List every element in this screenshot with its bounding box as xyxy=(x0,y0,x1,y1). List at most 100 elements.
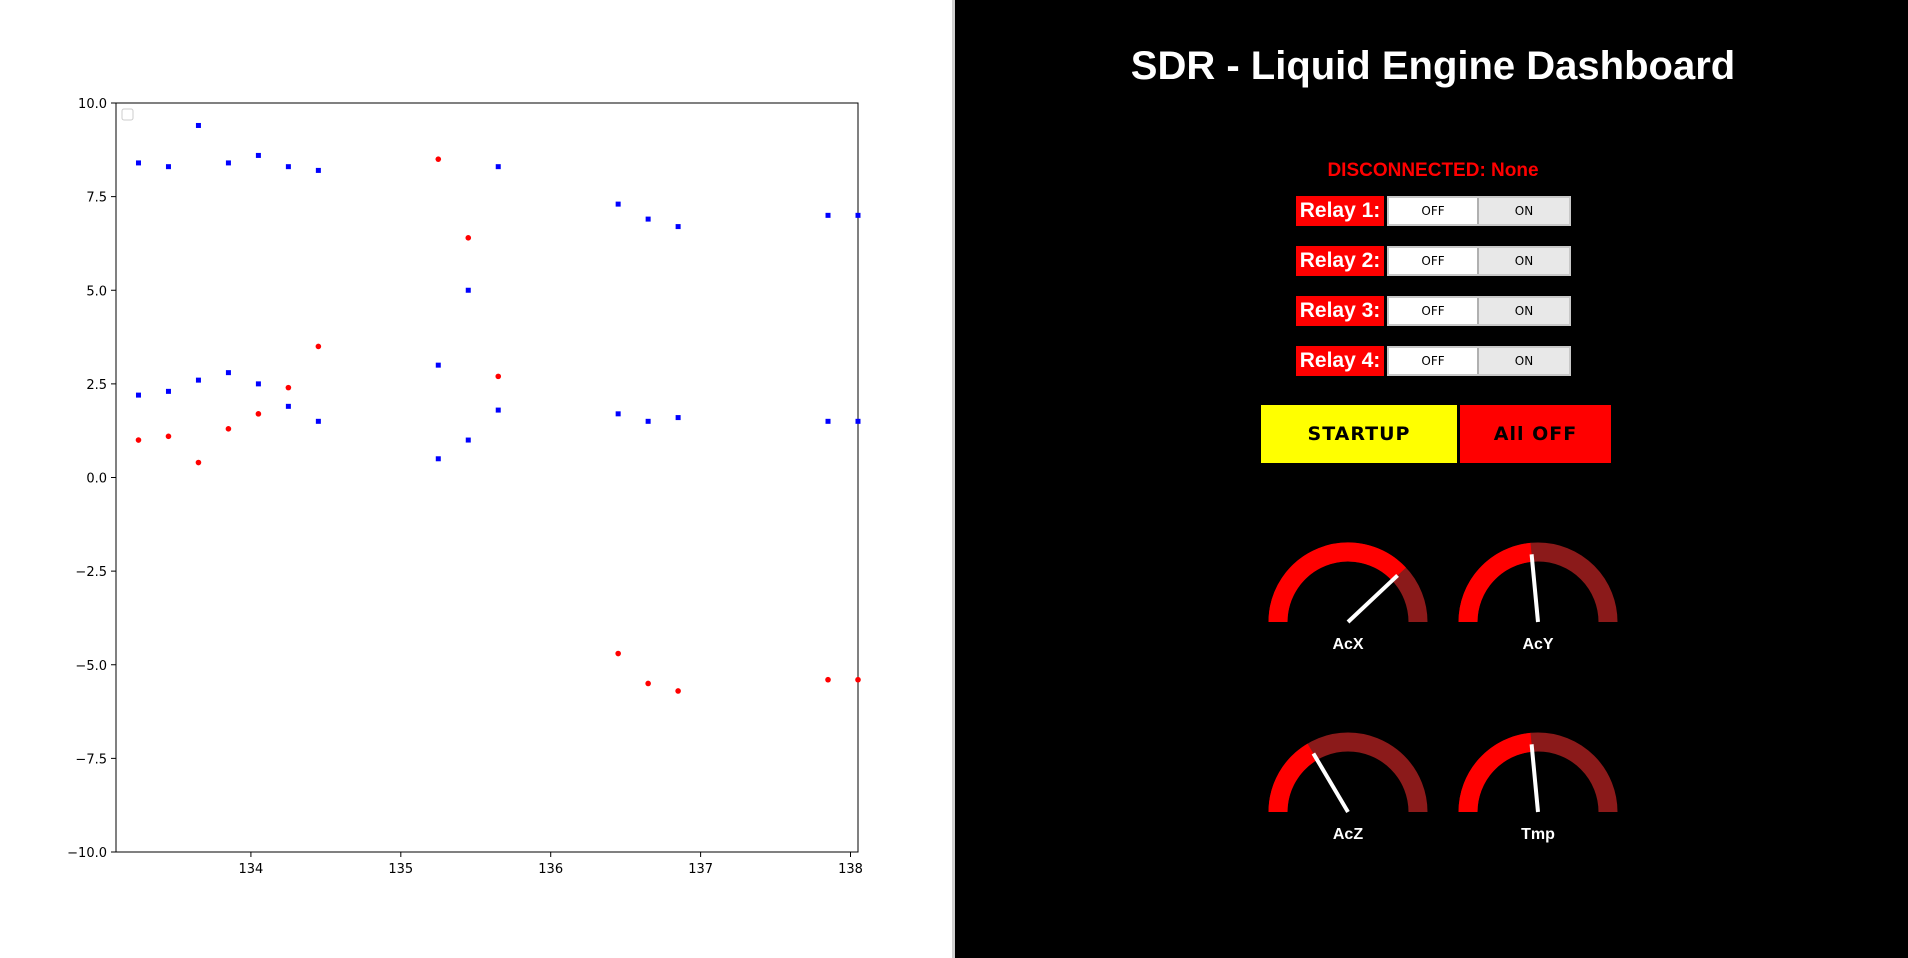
data-point-square xyxy=(135,160,141,166)
data-point-circle xyxy=(315,343,322,350)
x-tick-label: 138 xyxy=(838,862,863,877)
data-point-square xyxy=(195,377,201,383)
gauge-needle xyxy=(1346,573,1399,624)
relay-label: Relay 2: xyxy=(1296,246,1384,276)
data-point-square xyxy=(225,160,231,166)
y-tick-label: −7.5 xyxy=(75,752,107,767)
scatter-plot: 134 135 136 137 138 10.0 7.5 5.0 2.5 0.0 −2.5 −5.0… xyxy=(67,97,863,877)
gauge-needle xyxy=(1529,744,1540,813)
data-point-square xyxy=(315,167,321,173)
y-tick-label: −10.0 xyxy=(67,846,107,861)
data-point-square xyxy=(465,437,471,443)
data-point-circle xyxy=(675,688,681,694)
data-point-square xyxy=(135,392,141,398)
relay-row-3: Relay 3: OFF ON xyxy=(1296,296,1571,326)
y-tick-label: 10.0 xyxy=(78,97,107,112)
gauge-label: AcZ xyxy=(1333,826,1363,843)
gauge-acy: AcY xyxy=(1458,542,1618,653)
gauge-fill xyxy=(1268,743,1318,813)
data-point-square xyxy=(465,287,471,293)
data-point-square xyxy=(495,407,501,413)
data-point-circle xyxy=(645,680,651,687)
y-tick-label: −2.5 xyxy=(75,565,107,580)
y-tick-label: 2.5 xyxy=(86,378,107,393)
plot-area xyxy=(115,102,859,853)
data-point-square xyxy=(615,201,621,207)
y-tick-label: −5.0 xyxy=(75,659,107,674)
relay-on-button[interactable]: ON xyxy=(1479,348,1569,374)
relay-row-2: Relay 2: OFF ON xyxy=(1296,246,1571,276)
data-point-circle xyxy=(195,459,202,466)
y-tick-label: 5.0 xyxy=(86,284,107,299)
relay-label: Relay 3: xyxy=(1296,296,1384,326)
data-point-square xyxy=(255,381,261,387)
data-point-square xyxy=(855,212,861,218)
dashboard-pane: SDR - Liquid Engine Dashboard DISCONNECT… xyxy=(952,0,1908,958)
x-tick-label: 137 xyxy=(688,862,713,877)
relay-off-button[interactable]: OFF xyxy=(1389,198,1479,224)
relay-toggle: OFF ON xyxy=(1387,196,1571,226)
dashboard-title: SDR - Liquid Engine Dashboard xyxy=(1130,44,1736,88)
relay-off-button[interactable]: OFF xyxy=(1389,348,1479,374)
gauge-fill xyxy=(1458,542,1533,623)
relay-on-button[interactable]: ON xyxy=(1479,198,1569,224)
x-tick-label: 135 xyxy=(388,862,413,877)
gauge-label: Tmp xyxy=(1521,826,1555,843)
data-point-square xyxy=(165,388,171,394)
legend-box xyxy=(121,108,134,121)
gauge-label: AcY xyxy=(1522,636,1553,653)
x-axis: 134 135 136 137 138 xyxy=(238,852,863,877)
gauge-needle xyxy=(1311,752,1350,814)
data-point-square xyxy=(825,212,831,218)
data-point-square xyxy=(315,418,321,424)
relay-row-1: Relay 1: OFF ON xyxy=(1296,196,1571,226)
data-point-square xyxy=(495,164,501,170)
data-point-circle xyxy=(135,437,142,443)
data-point-circle xyxy=(285,384,292,391)
data-point-square xyxy=(675,224,681,230)
gauge-label: AcX xyxy=(1332,636,1363,653)
relay-label: Relay 4: xyxy=(1296,346,1384,376)
x-tick-label: 134 xyxy=(238,862,263,877)
y-tick-label: 0.0 xyxy=(86,472,107,487)
data-point-square xyxy=(675,415,681,421)
data-point-square xyxy=(435,362,441,368)
relay-off-button[interactable]: OFF xyxy=(1389,248,1479,274)
startup-button[interactable]: STARTUP xyxy=(1261,405,1457,463)
data-point-square xyxy=(165,164,171,170)
relay-toggle: OFF ON xyxy=(1387,246,1571,276)
data-point-square xyxy=(645,418,651,424)
data-point-circle xyxy=(225,426,232,432)
gauge-tmp: Tmp xyxy=(1458,732,1618,843)
data-point-square xyxy=(435,456,441,462)
data-point-circle xyxy=(465,235,472,241)
y-tick-label: 7.5 xyxy=(86,191,107,206)
gauge-acx: AcX xyxy=(1268,542,1428,653)
relay-on-button[interactable]: ON xyxy=(1479,248,1569,274)
data-point-square xyxy=(225,370,231,376)
data-point-square xyxy=(285,403,291,409)
all-off-button[interactable]: All OFF xyxy=(1460,405,1611,463)
y-axis: 10.0 7.5 5.0 2.5 0.0 −2.5 −5.0 −7.5 −10.0 xyxy=(67,97,116,861)
data-point-square xyxy=(645,216,651,222)
data-point-circle xyxy=(615,650,621,657)
relay-toggle: OFF ON xyxy=(1387,296,1571,326)
data-point-circle xyxy=(855,676,861,683)
gauges-panel: AcX AcY AcZ Tmp xyxy=(1268,542,1618,843)
data-point-square xyxy=(855,418,861,424)
relay-off-button[interactable]: OFF xyxy=(1389,298,1479,324)
data-point-circle xyxy=(825,676,831,683)
gauge-acz: AcZ xyxy=(1268,732,1428,843)
data-point-square xyxy=(195,122,201,128)
plot-pane: 134 135 136 137 138 10.0 7.5 5.0 2.5 0.0 −2.5 −5.0… xyxy=(0,0,952,958)
data-point-circle xyxy=(255,411,262,417)
relay-on-button[interactable]: ON xyxy=(1479,298,1569,324)
x-tick-label: 136 xyxy=(538,862,563,877)
data-point-square xyxy=(255,152,261,158)
data-point-square xyxy=(615,411,621,417)
data-point-circle xyxy=(495,373,502,380)
connection-status: DISCONNECTED: None xyxy=(1327,160,1539,181)
data-point-square xyxy=(285,164,291,170)
data-point-circle xyxy=(165,433,172,440)
data-point-square xyxy=(825,418,831,424)
